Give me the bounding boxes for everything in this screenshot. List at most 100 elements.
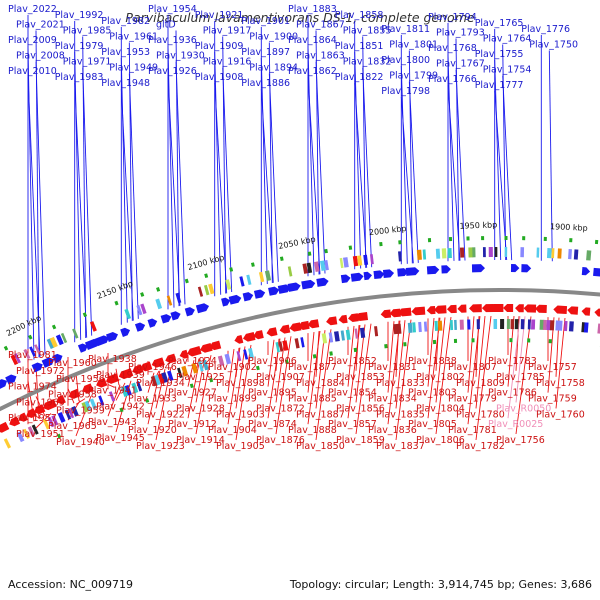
gene-label[interactable]: Plav_1928 (176, 403, 225, 414)
gene-label[interactable]: Plav_1943 (88, 417, 137, 428)
gene-label[interactable]: Plav_2022 (8, 4, 57, 15)
gene-label[interactable]: Plav_1905 (216, 441, 265, 452)
gene-label[interactable]: Plav_1805 (408, 419, 457, 430)
gene-label[interactable]: Plav_1957 (8, 413, 57, 424)
gene-label[interactable]: Plav_1862 (288, 66, 337, 77)
gene-label[interactable]: Plav_1979 (55, 41, 104, 52)
gene-label[interactable]: gltD (156, 20, 176, 31)
gene-label[interactable]: Plav_1972 (16, 366, 65, 377)
gene-label[interactable]: Plav_1859 (336, 435, 385, 446)
gene-label[interactable]: Plav_1940 (56, 437, 105, 448)
gene-label[interactable]: Plav_1783 (488, 356, 537, 367)
gene-label[interactable]: Plav_1781 (448, 425, 497, 436)
gene-label[interactable]: Plav_1922 (136, 409, 185, 420)
gene-label[interactable]: Plav_1936 (148, 35, 197, 46)
gene-label[interactable]: Plav_1872 (256, 403, 305, 414)
gene-label[interactable]: Plav_1822 (335, 72, 384, 83)
gene-label[interactable]: Plav_1909 (195, 41, 244, 52)
gene-label[interactable]: Plav_1899 (208, 394, 257, 405)
gene-label[interactable]: Plav_R0050 (496, 403, 551, 414)
gene-label[interactable]: Plav_1857 (328, 419, 377, 430)
gene-label[interactable]: Plav_1886 (241, 78, 290, 89)
gene-label[interactable]: Plav_1948 (101, 78, 150, 89)
gene-label[interactable]: Plav_1983 (55, 72, 104, 83)
gene-label[interactable]: Plav_1926 (148, 66, 197, 77)
gene-label[interactable]: Plav_1901 (241, 16, 290, 27)
gene-label[interactable]: Plav_1754 (483, 65, 532, 76)
gene-label[interactable]: Plav_1888 (288, 425, 337, 436)
gene-label[interactable]: Plav_1925 (176, 372, 225, 383)
gene-label[interactable]: Plav_1956 (56, 374, 105, 385)
gene-label[interactable]: Plav_1897 (241, 47, 290, 58)
gene-label[interactable]: Plav_1874 (248, 419, 297, 430)
gene-label[interactable]: Plav_1900 (249, 32, 298, 43)
gene-label[interactable]: Plav_1806 (416, 435, 465, 446)
gene-label[interactable]: Plav_1858 (335, 10, 384, 21)
gene-label[interactable]: Plav_2009 (8, 35, 57, 46)
gene-label[interactable]: Plav_1982 (101, 16, 150, 27)
gene-label[interactable]: Plav_1914 (176, 435, 225, 446)
gene-label[interactable]: Plav_2021 (16, 20, 65, 31)
gene-label[interactable]: Plav_1756 (496, 435, 545, 446)
gene-label[interactable]: Plav_1768 (428, 43, 477, 54)
gene-label[interactable]: Plav_1908 (195, 72, 244, 83)
gene-label[interactable]: Plav_1856 (336, 403, 385, 414)
gene-label[interactable]: Plav_1863 (296, 51, 345, 62)
gene-label[interactable]: Plav_1903 (216, 409, 265, 420)
gene-label[interactable]: Plav_1833 (376, 378, 425, 389)
gene-label[interactable]: Plav_1851 (335, 41, 384, 52)
gene-label[interactable]: Plav_1835 (376, 409, 425, 420)
gene-label[interactable]: Plav_1938 (88, 354, 137, 365)
gene-label[interactable]: Plav_1852 (328, 356, 377, 367)
gene-label[interactable]: Plav_1759 (528, 394, 577, 405)
gene-label[interactable]: Plav_1958 (48, 390, 97, 401)
gene-label[interactable]: Plav_1793 (436, 28, 485, 39)
gene-label[interactable]: Plav_2010 (8, 66, 57, 77)
gene-label[interactable]: Plav_1750 (529, 40, 578, 51)
gene-label[interactable]: Plav_1834 (368, 394, 417, 405)
gene-label[interactable]: Plav_1801 (389, 40, 438, 51)
gene-label[interactable]: Plav_1755 (475, 49, 524, 60)
gene-label[interactable]: Plav_1877 (288, 362, 337, 373)
gene-label[interactable]: Plav_1971 (63, 57, 112, 68)
gene-label[interactable]: Plav_1941 (88, 386, 137, 397)
gene-label[interactable]: Plav_1960 (48, 358, 97, 369)
gene-label[interactable]: Plav_1885 (288, 394, 337, 405)
gene-label[interactable]: Plav_1803 (408, 388, 457, 399)
gene-label[interactable]: Plav_1780 (456, 409, 505, 420)
gene-label[interactable]: Plav_1924 (168, 356, 217, 367)
gene-label[interactable]: Plav_1799 (389, 71, 438, 82)
gene-label[interactable]: Plav_1981 (8, 350, 57, 361)
gene-label[interactable]: Plav_1836 (368, 425, 417, 436)
gene-label[interactable]: Plav_1887 (296, 409, 345, 420)
gene-label[interactable]: Plav_1811 (381, 24, 430, 35)
gene-label[interactable]: Plav_1974 (8, 382, 57, 393)
gene-label[interactable]: Plav_1766 (428, 74, 477, 85)
gene-label[interactable]: Plav_1912 (168, 419, 217, 430)
gene-label[interactable]: Plav_1800 (381, 55, 430, 66)
gene-label[interactable]: Plav_1930 (156, 51, 205, 62)
gene-label[interactable]: Plav_1831 (368, 362, 417, 373)
gene-label[interactable]: Plav_1907 (256, 372, 305, 383)
gene-label[interactable]: Plav_1942 (96, 401, 145, 412)
gene-label[interactable]: Plav_1804 (416, 403, 465, 414)
gene-label[interactable]: Plav_1884 (296, 378, 345, 389)
gene-label[interactable]: Plav_1760 (536, 409, 585, 420)
gene-label[interactable]: Plav_1895 (248, 388, 297, 399)
gene-label[interactable]: Plav_1794 (428, 12, 477, 23)
gene-label[interactable]: Plav_1939 (96, 370, 145, 381)
gene-label[interactable]: Plav_1927 (168, 388, 217, 399)
gene-label[interactable]: Plav_1985 (63, 26, 112, 37)
gene-label[interactable]: Plav_1904 (208, 425, 257, 436)
gene-label[interactable]: Plav_1837 (376, 441, 425, 452)
gene-label[interactable]: Plav_1777 (475, 80, 524, 91)
gene-label[interactable]: Plav_1782 (456, 441, 505, 452)
gene-label[interactable]: Plav_1945 (96, 433, 145, 444)
gene-label[interactable]: Plav_1921 (195, 10, 244, 21)
gene-label[interactable]: Plav_1779 (448, 394, 497, 405)
gene-label[interactable]: Plav_1933 (128, 394, 177, 405)
gene-label[interactable]: Plav_1954 (148, 4, 197, 15)
gene-label[interactable]: Plav_1765 (475, 18, 524, 29)
gene-label[interactable]: Plav_1764 (483, 34, 532, 45)
gene-label[interactable]: Plav_R0025 (488, 419, 543, 430)
